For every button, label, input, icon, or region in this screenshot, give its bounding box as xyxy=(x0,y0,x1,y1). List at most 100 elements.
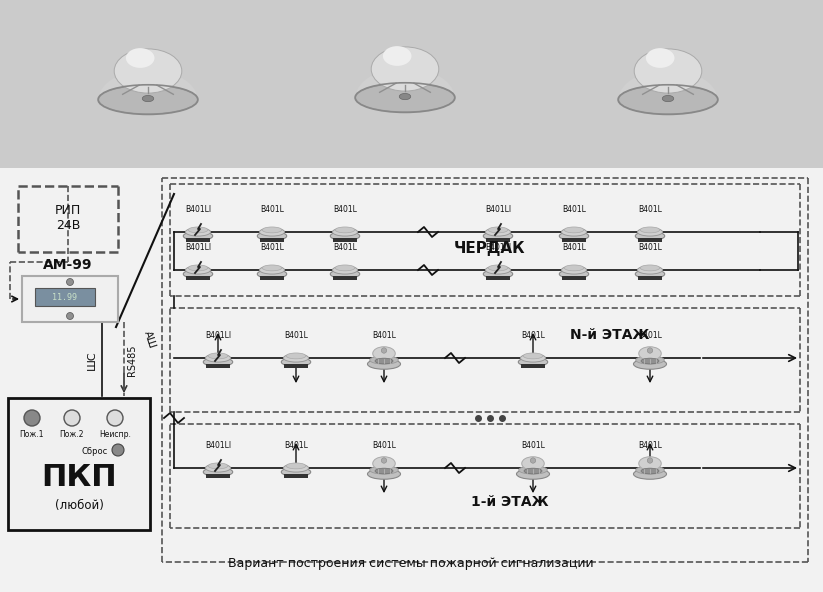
Text: B401L: B401L xyxy=(638,243,662,252)
Ellipse shape xyxy=(663,95,674,102)
Ellipse shape xyxy=(637,266,663,274)
Text: RS485: RS485 xyxy=(127,345,137,376)
Circle shape xyxy=(112,444,124,456)
Polygon shape xyxy=(99,70,198,99)
Ellipse shape xyxy=(206,464,230,472)
Ellipse shape xyxy=(635,269,665,279)
Ellipse shape xyxy=(561,228,587,236)
Ellipse shape xyxy=(488,265,508,271)
Ellipse shape xyxy=(188,227,207,233)
Ellipse shape xyxy=(639,347,661,361)
Ellipse shape xyxy=(356,83,454,112)
Ellipse shape xyxy=(641,468,659,474)
Ellipse shape xyxy=(283,464,309,472)
Ellipse shape xyxy=(99,85,198,114)
Ellipse shape xyxy=(259,266,285,274)
Ellipse shape xyxy=(517,469,550,480)
Ellipse shape xyxy=(185,228,211,236)
Text: B401L: B401L xyxy=(333,243,357,252)
Text: B401LI: B401LI xyxy=(485,243,511,252)
Ellipse shape xyxy=(383,46,412,66)
Text: ПКП: ПКП xyxy=(41,464,117,493)
Bar xyxy=(186,238,210,242)
Ellipse shape xyxy=(114,49,182,93)
Ellipse shape xyxy=(283,354,309,362)
Circle shape xyxy=(648,458,653,463)
Bar xyxy=(35,288,95,306)
Ellipse shape xyxy=(635,356,664,364)
Ellipse shape xyxy=(640,265,660,271)
Ellipse shape xyxy=(126,48,155,68)
Ellipse shape xyxy=(368,469,401,480)
Bar xyxy=(284,364,308,368)
Ellipse shape xyxy=(203,468,233,477)
Ellipse shape xyxy=(399,94,411,99)
Text: B401L: B401L xyxy=(284,331,308,340)
Bar xyxy=(638,238,662,242)
Ellipse shape xyxy=(370,356,398,364)
Ellipse shape xyxy=(208,353,228,359)
Text: B401L: B401L xyxy=(562,243,586,252)
Circle shape xyxy=(648,348,653,353)
Ellipse shape xyxy=(286,353,306,359)
Text: АМ-99: АМ-99 xyxy=(44,258,93,272)
Ellipse shape xyxy=(208,463,228,469)
Ellipse shape xyxy=(370,466,398,474)
Bar xyxy=(260,276,284,280)
Ellipse shape xyxy=(332,266,358,274)
Ellipse shape xyxy=(184,231,212,240)
Bar xyxy=(284,474,308,478)
Text: ШС: ШС xyxy=(87,350,97,370)
Bar xyxy=(638,276,662,280)
Text: B401LI: B401LI xyxy=(205,441,231,450)
Ellipse shape xyxy=(565,227,584,233)
Ellipse shape xyxy=(281,358,311,366)
Ellipse shape xyxy=(330,231,360,240)
Text: (любой): (любой) xyxy=(54,500,104,513)
Text: B401L: B401L xyxy=(372,331,396,340)
Bar xyxy=(521,364,545,368)
Ellipse shape xyxy=(634,469,667,480)
Text: Вариант построения системы пожарной сигнализации: Вариант построения системы пожарной сигн… xyxy=(228,558,594,571)
Ellipse shape xyxy=(635,466,664,474)
Ellipse shape xyxy=(518,358,547,366)
Bar xyxy=(206,364,230,368)
Ellipse shape xyxy=(142,95,154,102)
Ellipse shape xyxy=(634,359,667,369)
Text: ЧЕРДАК: ЧЕРДАК xyxy=(454,240,526,256)
Circle shape xyxy=(64,410,80,426)
Ellipse shape xyxy=(646,48,675,68)
Text: B401L: B401L xyxy=(333,205,357,214)
Ellipse shape xyxy=(488,227,508,233)
Ellipse shape xyxy=(520,354,546,362)
Text: 1-й ЭТАЖ: 1-й ЭТАЖ xyxy=(472,495,549,509)
Ellipse shape xyxy=(286,463,306,469)
Ellipse shape xyxy=(263,265,281,271)
Ellipse shape xyxy=(203,358,233,366)
Ellipse shape xyxy=(335,227,355,233)
Ellipse shape xyxy=(560,269,588,279)
Ellipse shape xyxy=(486,266,510,274)
Circle shape xyxy=(381,458,387,463)
Bar xyxy=(22,276,118,322)
Ellipse shape xyxy=(561,266,587,274)
Ellipse shape xyxy=(184,269,212,279)
Ellipse shape xyxy=(332,228,358,236)
Circle shape xyxy=(530,458,536,463)
Circle shape xyxy=(67,313,73,320)
Ellipse shape xyxy=(185,266,211,274)
Bar xyxy=(562,276,586,280)
Ellipse shape xyxy=(281,468,311,477)
Ellipse shape xyxy=(639,457,661,470)
Ellipse shape xyxy=(371,47,439,91)
Ellipse shape xyxy=(640,227,660,233)
Ellipse shape xyxy=(263,227,281,233)
Text: B401LI: B401LI xyxy=(205,331,231,340)
Text: B401L: B401L xyxy=(638,331,662,340)
Bar xyxy=(8,398,150,530)
Bar xyxy=(0,168,823,592)
Ellipse shape xyxy=(259,228,285,236)
Text: B401L: B401L xyxy=(372,441,396,450)
Text: B401L: B401L xyxy=(638,441,662,450)
Text: B401L: B401L xyxy=(521,331,545,340)
